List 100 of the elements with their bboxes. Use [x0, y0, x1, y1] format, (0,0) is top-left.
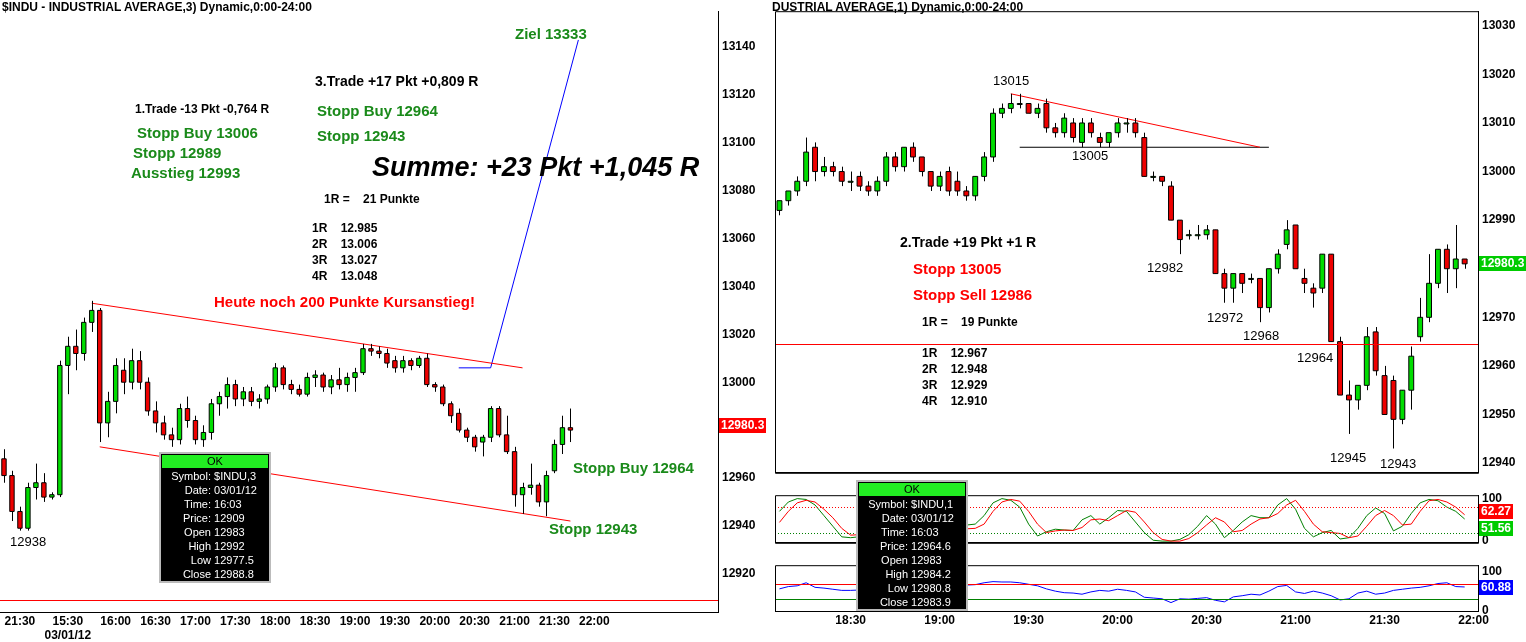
y-tick-label: 100: [1482, 490, 1503, 505]
x-tick-label: 16:30: [140, 613, 172, 628]
y-tick-label: 12960: [722, 470, 756, 485]
annotation: Date: 03/01/12: [880, 511, 954, 525]
annotation: 13005: [1072, 148, 1109, 164]
text: 12980.3: [1479, 256, 1526, 272]
chart-title: DUSTRIAL AVERAGE,1) Dynamic,0:00-24:00: [772, 0, 1024, 15]
x-tick-label: 20:30: [1191, 612, 1223, 627]
x-tick-label: 16:00: [100, 613, 132, 628]
annotation: 13015: [993, 73, 1030, 89]
y-tick-label: 13000: [1482, 163, 1516, 178]
annotation: 1.Trade -13 Pkt -0,764 R: [135, 102, 270, 117]
y-tick-label: 12990: [1482, 212, 1516, 227]
annotation: 1R = 21 Punkte: [324, 192, 420, 207]
x-tick-label: 15:30 03/01/12: [44, 613, 92, 642]
x-tick-label: 17:00: [180, 613, 212, 628]
y-tick-label: 13120: [722, 87, 756, 102]
x-tick-label: 20:00: [419, 613, 451, 628]
annotation: 3R 13.027: [312, 253, 378, 268]
annotation: 2R 13.006: [312, 237, 378, 252]
annotation: 12972: [1207, 310, 1244, 326]
candlestick: [384, 348, 390, 369]
annotation: 3.Trade +17 Pkt +0,809 R: [315, 73, 479, 90]
annotation: 12945: [1330, 450, 1367, 466]
y-tick-label: 13060: [722, 230, 756, 245]
y-tick-label: 13000: [722, 374, 756, 389]
annotation: High 12984.2: [884, 567, 951, 581]
annotation: Stopp Buy 12964: [573, 459, 694, 477]
annotation: Date: 03/01/12: [183, 483, 257, 497]
x-tick-label: 21:30: [539, 613, 571, 628]
x-tick-label: 18:30: [835, 612, 867, 627]
x-tick-label: 19:00: [924, 612, 956, 627]
annotation: Time: 16:03: [879, 525, 939, 539]
annotation: Low 12980.8: [886, 581, 951, 595]
annotation: 12964: [1297, 350, 1334, 366]
y-tick-label: 12920: [722, 566, 756, 581]
y-tick-label: 13080: [722, 183, 756, 198]
annotation: Time: 16:03: [182, 497, 242, 511]
annotation: Stopp 13005: [913, 260, 1002, 278]
annotation: 2R 12.948: [922, 362, 988, 377]
annotation: Stopp 12943: [549, 520, 638, 538]
y-tick-label: 13010: [1482, 115, 1516, 130]
y-tick-label: 12960: [1482, 358, 1516, 373]
x-tick-label: 19:30: [1013, 612, 1045, 627]
y-tick-label: 13020: [1482, 66, 1516, 81]
x-tick-label: 17:30: [219, 613, 252, 628]
y-tick-label: 12940: [722, 518, 756, 533]
annotation: Stopp Buy 12964: [317, 102, 438, 120]
annotation: Close 12983.9: [878, 595, 951, 609]
x-tick-label: 21:00: [1280, 612, 1312, 627]
annotation: OK: [162, 455, 268, 468]
annotation: Price: 12964.6: [878, 539, 951, 553]
annotation: 4R 13.048: [312, 269, 378, 284]
x-tick-label: 21:00: [499, 613, 531, 628]
annotation: 1R 12.985: [312, 221, 378, 236]
y-tick-label: 13040: [722, 278, 756, 293]
annotation: 12968: [1243, 328, 1280, 344]
candlestick: [9, 470, 15, 522]
annotation: 4R 12.910: [922, 394, 988, 409]
annotation: Open 12983: [183, 525, 245, 539]
annotation: Price: 12909: [181, 511, 245, 525]
annotation: Stopp 12943: [317, 127, 406, 145]
x-tick-label: 18:00: [259, 613, 291, 628]
y-tick-label: 12940: [1482, 455, 1516, 470]
text: OK: [904, 483, 920, 495]
candlestick: [41, 472, 47, 503]
x-tick-label: 21:30: [4, 613, 36, 628]
annotation: 3R 12.929: [922, 378, 988, 393]
annotation: Heute noch 200 Punkte Kursanstieg!: [214, 293, 475, 311]
y-tick-label: 13100: [722, 135, 756, 150]
x-tick-label: 20:00: [1102, 612, 1134, 627]
annotation: Open 12983: [880, 553, 942, 567]
annotation: 2.Trade +19 Pkt +1 R: [900, 234, 1037, 251]
text: 60.88: [1479, 580, 1514, 596]
candlestick: [25, 482, 31, 532]
annotation: 1R 12.967: [922, 346, 988, 361]
candlestick: [352, 367, 358, 393]
annotation: 12943: [1380, 456, 1417, 472]
annotation: 12938: [10, 534, 47, 550]
annotation: Stopp Sell 12986: [913, 286, 1033, 304]
y-tick-label: 12950: [1482, 406, 1516, 421]
y-tick-label: 12970: [1482, 309, 1516, 324]
x-tick-label: 22:00: [578, 613, 611, 628]
annotation: Low 12977.5: [189, 553, 254, 567]
x-tick-label: 18:30: [299, 613, 331, 628]
y-tick-label: 100: [1482, 564, 1503, 579]
y-tick-label: 13140: [722, 39, 756, 54]
text: 12980.3: [719, 418, 767, 434]
x-tick-label: 20:30: [459, 613, 491, 628]
annotation: Ausstieg 12993: [131, 164, 241, 182]
annotation: Symbol: $INDU,1: [867, 497, 954, 511]
chart-title: $INDU - INDUSTRIAL AVERAGE,3) Dynamic,0:00-24:00: [2, 0, 312, 15]
candlestick: [1337, 336, 1344, 396]
annotation: Ziel 13333: [515, 25, 587, 43]
annotation: Stopp Buy 13006: [137, 124, 258, 142]
x-tick-label: 21:30: [1369, 612, 1401, 627]
annotation: Summe: +23 Pkt +1,045 R: [372, 152, 700, 183]
text: 51.56: [1479, 521, 1514, 537]
annotation: 12982: [1147, 260, 1184, 276]
annotation: High 12992: [187, 539, 245, 553]
